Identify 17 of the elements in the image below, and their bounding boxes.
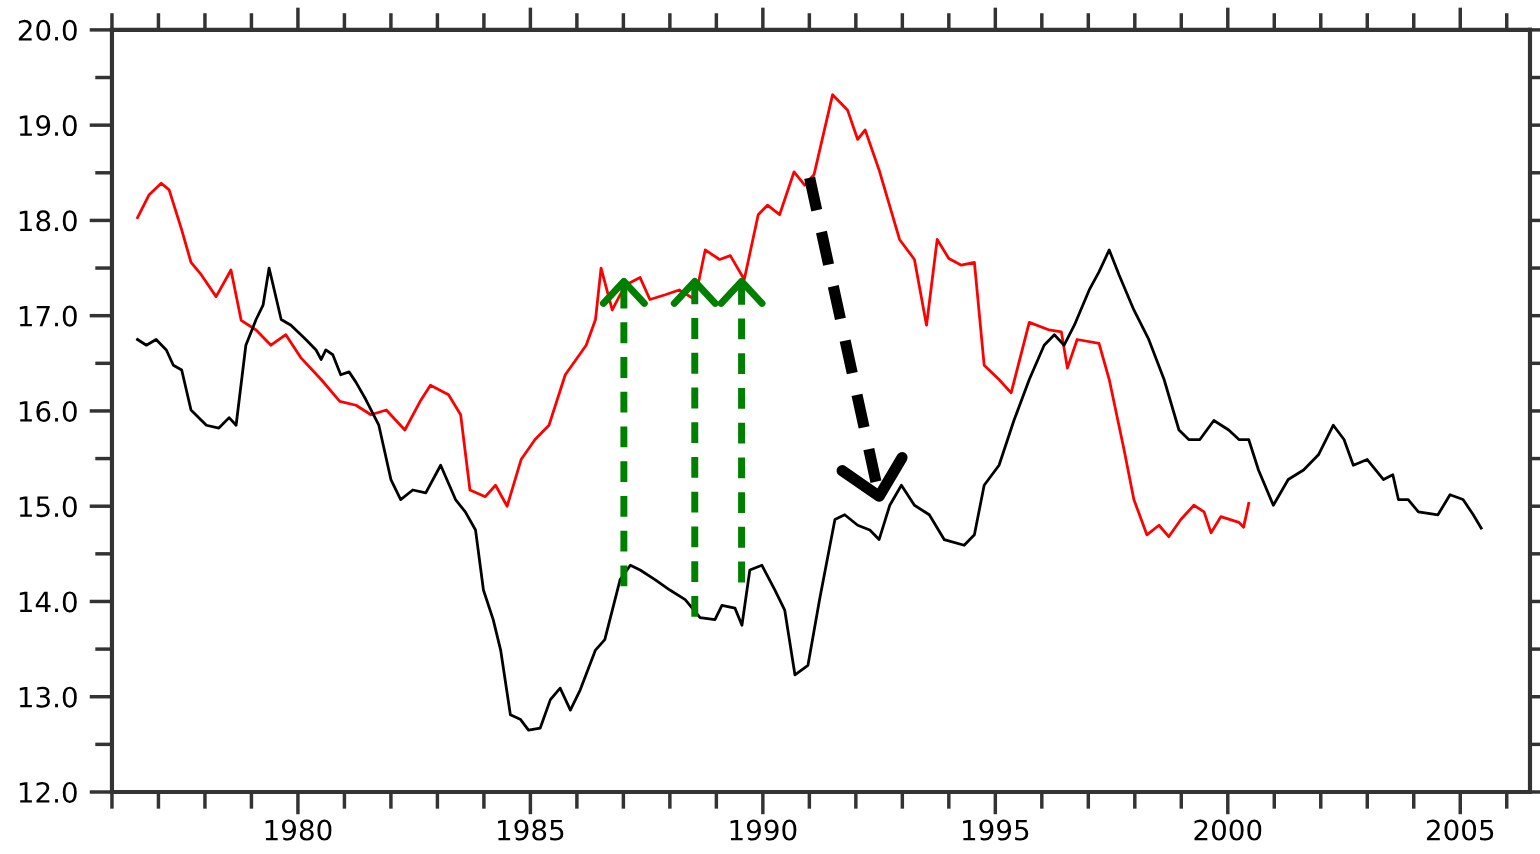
- x-tick-label: 2000: [1194, 819, 1262, 841]
- line-series: [136, 93, 1251, 539]
- x-tick-label: 1980: [265, 819, 332, 841]
- y-tick-label: 12.0: [19, 781, 77, 803]
- y-tick-label: 20.0: [18, 19, 77, 41]
- y-tick-label: 14.0: [19, 591, 77, 613]
- y-tick-label: 18.0: [19, 210, 77, 232]
- line-series: [136, 248, 1483, 732]
- y-tick-label: 15.0: [19, 496, 77, 518]
- y-tick-label: 17.0: [19, 305, 77, 327]
- x-tick-label: 1990: [730, 819, 797, 841]
- y-tick-label: 19.0: [19, 115, 77, 137]
- y-tick-label: 16.0: [19, 400, 77, 422]
- x-tick-label: 1985: [498, 819, 564, 841]
- x-tick-label: 1995: [963, 819, 1029, 841]
- x-tick-label: 2005: [1426, 819, 1494, 841]
- y-tick-label: 13.0: [19, 686, 77, 708]
